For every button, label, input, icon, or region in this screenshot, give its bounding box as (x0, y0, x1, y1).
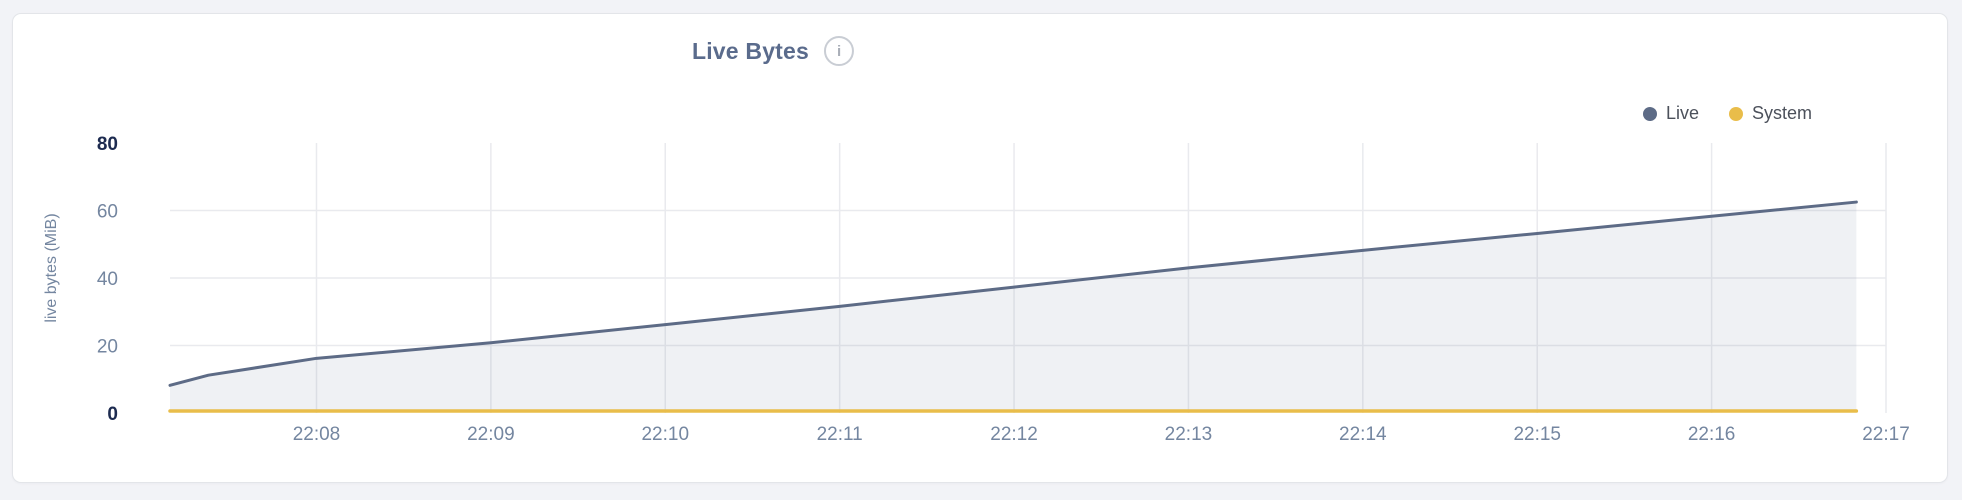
x-tick-label: 22:15 (1513, 424, 1561, 445)
live-bytes-panel (12, 13, 1948, 483)
x-tick-label: 22:10 (641, 424, 689, 445)
y-tick-label: 80 (97, 134, 118, 155)
x-tick-label: 22:13 (1165, 424, 1213, 445)
legend-item-live[interactable]: Live (1643, 103, 1699, 124)
legend-label-system: System (1752, 103, 1813, 123)
page-title: Live Bytes (691, 37, 810, 64)
info-icon[interactable]: i (824, 36, 855, 66)
x-tick-label: 22:11 (817, 424, 863, 445)
legend: Live System (1643, 103, 1812, 124)
x-tick-label: 22:14 (1339, 424, 1387, 445)
legend-label-live: Live (1666, 103, 1700, 123)
y-axis-title: live bytes (MiB) (43, 213, 60, 323)
x-tick-label: 22:16 (1688, 424, 1736, 445)
y-tick-label: 60 (97, 202, 118, 223)
y-tick-label: 40 (97, 269, 118, 290)
x-tick-label: 22:12 (990, 424, 1038, 445)
system-series-dot-icon (1729, 106, 1744, 121)
y-tick-label: 20 (97, 337, 118, 358)
live-series-line (168, 200, 1858, 387)
panel-header: Live Bytes i (691, 36, 855, 66)
y-tick-label: 0 (107, 404, 118, 425)
live-series-dot-icon (1643, 106, 1657, 121)
x-tick-label: 22:08 (293, 424, 341, 445)
x-tick-label: 22:17 (1862, 424, 1910, 445)
live-series-area (170, 202, 1857, 411)
x-tick-label: 22:09 (467, 424, 515, 445)
legend-item-system[interactable]: System (1729, 103, 1812, 124)
